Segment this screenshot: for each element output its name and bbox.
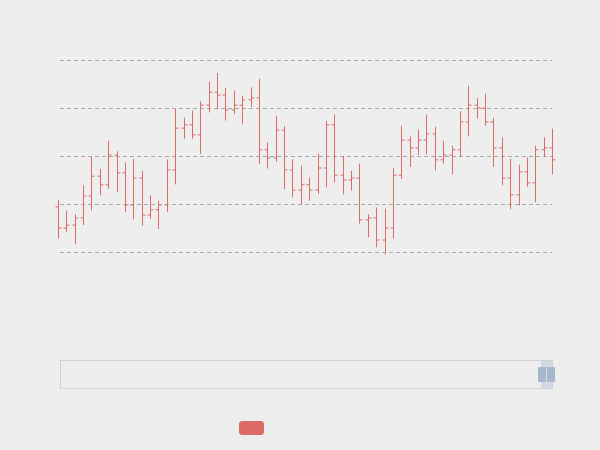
- ohlc-bar: [407, 136, 414, 168]
- legend-swatch[interactable]: [239, 421, 264, 435]
- ohlc-bar: [289, 159, 296, 198]
- ohlc-bar: [365, 214, 372, 238]
- ohlc-bar: [273, 115, 280, 162]
- ohlc-bar: [315, 153, 322, 194]
- ohlc-bar: [457, 111, 464, 157]
- ohlc-bar: [390, 168, 397, 239]
- ohlc-bar: [72, 214, 79, 245]
- ohlc-bar: [423, 114, 430, 155]
- ohlc-bar: [97, 168, 104, 196]
- ohlc-bar: [63, 210, 70, 232]
- ohlc-bar: [105, 140, 112, 189]
- ohlc-bar: [398, 125, 405, 180]
- ohlc-bar: [222, 87, 229, 121]
- ohlc-bar: [482, 93, 489, 126]
- ohlc-bar: [499, 137, 506, 186]
- ohlc-bar: [214, 72, 221, 110]
- ohlc-bar: [55, 199, 62, 239]
- ohlc-bar: [114, 151, 121, 192]
- ohlc-bar: [440, 140, 447, 164]
- ohlc-bar: [532, 145, 539, 203]
- ohlc-bar: [541, 137, 548, 157]
- ohlc-bar: [80, 185, 87, 226]
- ohlc-bar: [139, 170, 146, 226]
- ohlc-bar: [524, 157, 531, 187]
- ohlc-bar: [281, 126, 288, 190]
- ohlc-bar: [264, 142, 271, 169]
- slider-track: [60, 360, 553, 389]
- ohlc-bar: [382, 208, 389, 255]
- ohlc-bar: [231, 90, 238, 114]
- ohlc-bar: [415, 129, 422, 156]
- ohlc-bar: [474, 97, 481, 119]
- ohlc-bar: [306, 177, 313, 201]
- ohlc-bar: [206, 81, 213, 113]
- ohlc-bar: [356, 163, 363, 224]
- ohlc-bar: [490, 118, 497, 168]
- ohlc-bar: [239, 96, 246, 125]
- ohlc-bar: [507, 158, 514, 210]
- ohlc-bar: [516, 164, 523, 206]
- ohlc-bar: [323, 120, 330, 188]
- ohlc-bar: [465, 85, 472, 137]
- ohlc-bar: [331, 114, 338, 183]
- ohlc-bar: [88, 156, 95, 211]
- ohlc-bar: [256, 78, 263, 165]
- ohlc-bar: [130, 158, 137, 220]
- ohlc-bar: [155, 201, 162, 229]
- ohlc-bar: [197, 101, 204, 155]
- ohlc-bar: [432, 126, 439, 171]
- data-zoom-slider[interactable]: [60, 360, 556, 389]
- slider-window: [541, 361, 552, 388]
- ohlc-bar: [298, 165, 305, 205]
- ohlc-bar: [348, 170, 355, 191]
- ohlc-bar: [449, 145, 456, 175]
- ohlc-bar: [340, 156, 347, 195]
- slider-handle[interactable]: [547, 367, 555, 382]
- ohlc-bar: [122, 162, 129, 213]
- ohlc-bar: [373, 207, 380, 248]
- ohlc-bar: [248, 87, 255, 108]
- ohlc-bar: [189, 110, 196, 139]
- ohlc-bar: [549, 128, 556, 175]
- ohlc-bar: [172, 108, 179, 185]
- ohlc-bar: [147, 195, 154, 219]
- ohlc-bar: [164, 159, 171, 213]
- slider-handle[interactable]: [538, 367, 546, 382]
- ohlc-bar: [181, 117, 188, 139]
